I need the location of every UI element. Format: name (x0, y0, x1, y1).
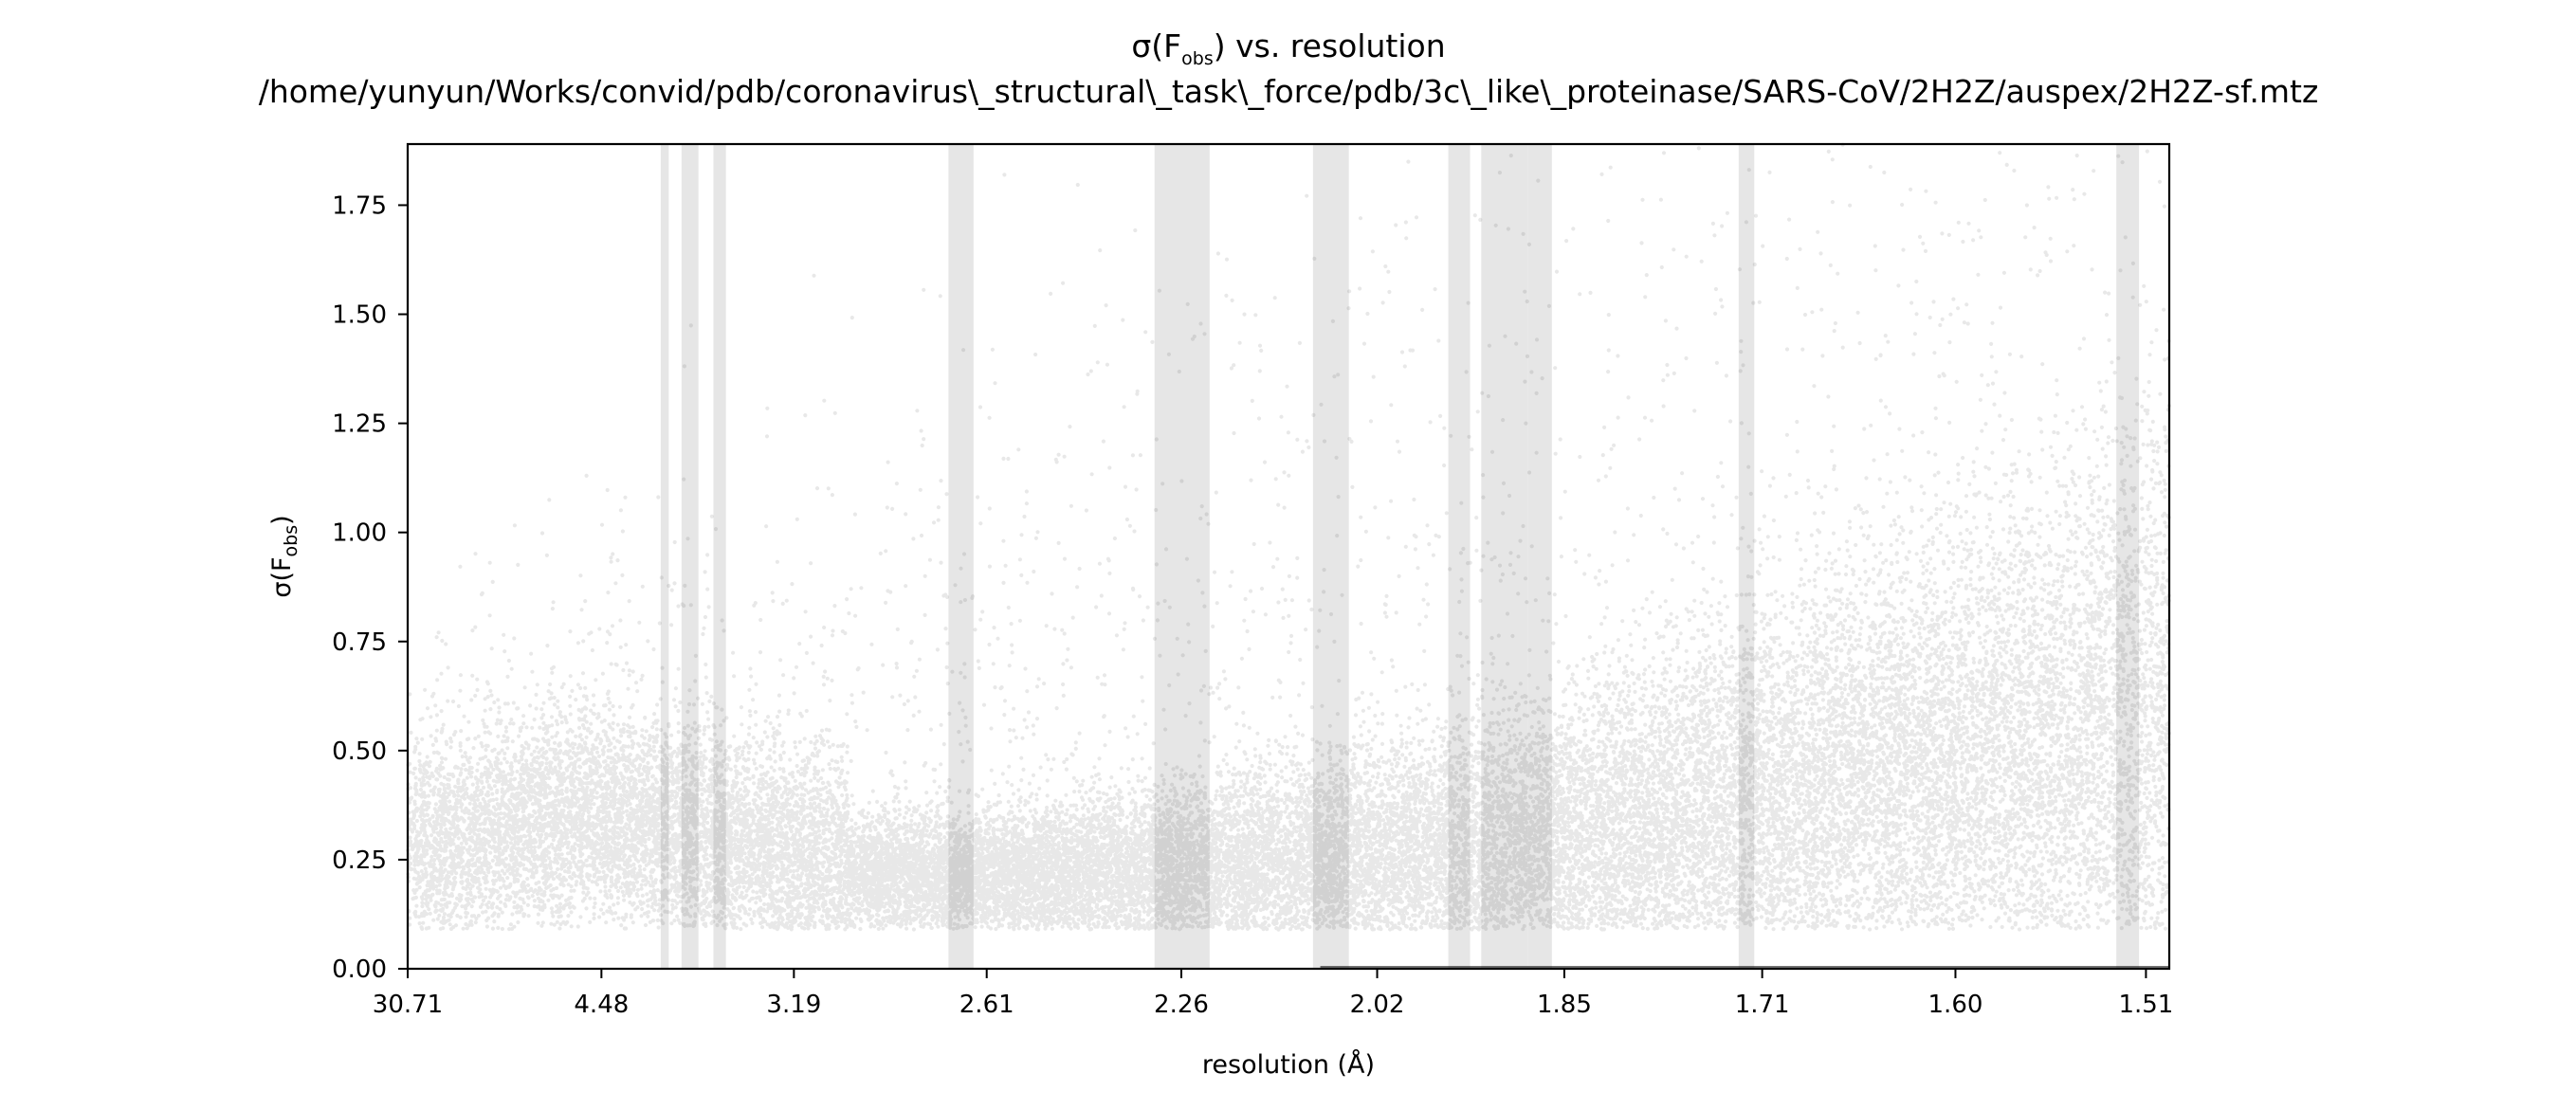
x-axis: 30.71 4.48 3.19 2.61 2.26 2.02 1.85 1.71 1.60 1.5… (373, 969, 2173, 1019)
ice-ring-band-3 (948, 144, 974, 969)
ice-ring-band-7 (1481, 144, 1528, 969)
chart-title-main: σ(Fobs) vs. resolution (1131, 27, 1445, 69)
x-tick-label: 1.51 (2118, 991, 2173, 1019)
ice-ring-band-0 (660, 144, 669, 969)
x-tick-label: 2.61 (959, 991, 1014, 1019)
y-tick-label: 1.75 (332, 191, 387, 220)
y-axis-label: σ(Fobs) (267, 515, 301, 597)
ice-ring-band-1 (681, 144, 699, 969)
scatter-point-cloud (406, 142, 2172, 932)
y-tick-label: 0.75 (332, 628, 387, 657)
y-tick-label: 1.50 (332, 301, 387, 330)
x-tick-label: 1.85 (1537, 991, 1592, 1019)
ice-ring-band-10 (2116, 144, 2140, 969)
ice-ring-band-6 (1448, 144, 1471, 969)
x-tick-label: 1.60 (1928, 991, 1983, 1019)
y-tick-label: 0.50 (332, 737, 387, 766)
ice-ring-band-2 (713, 144, 726, 969)
y-tick-label: 1.00 (332, 519, 387, 548)
x-tick-label: 30.71 (373, 991, 443, 1019)
x-tick-label: 1.71 (1735, 991, 1790, 1019)
x-tick-label: 3.19 (766, 991, 821, 1019)
x-tick-label: 4.48 (574, 991, 629, 1019)
y-tick-label: 0.25 (332, 846, 387, 875)
y-tick-label: 0.00 (332, 955, 387, 984)
ice-ring-band-4 (1154, 144, 1210, 969)
ice-ring-band-9 (1738, 144, 1755, 969)
y-axis: 0.00 0.25 0.50 0.75 1.00 1.25 1.50 1.75 (332, 191, 408, 984)
chart-title: σ(Fobs) vs. resolution /home/yunyun/Work… (259, 27, 2319, 110)
x-tick-label: 2.02 (1350, 991, 1405, 1019)
x-axis-label: resolution (Å) (1202, 1049, 1375, 1080)
ice-ring-bands (660, 144, 2140, 969)
ice-ring-band-5 (1312, 144, 1349, 969)
chart-title-path: /home/yunyun/Works/convid/pdb/coronaviru… (259, 73, 2319, 110)
ice-ring-band-8 (1527, 144, 1552, 969)
scatter-points (406, 142, 2172, 968)
y-tick-label: 1.25 (332, 410, 387, 439)
x-tick-label: 2.26 (1154, 991, 1209, 1019)
plot-area-frame (406, 142, 2171, 971)
